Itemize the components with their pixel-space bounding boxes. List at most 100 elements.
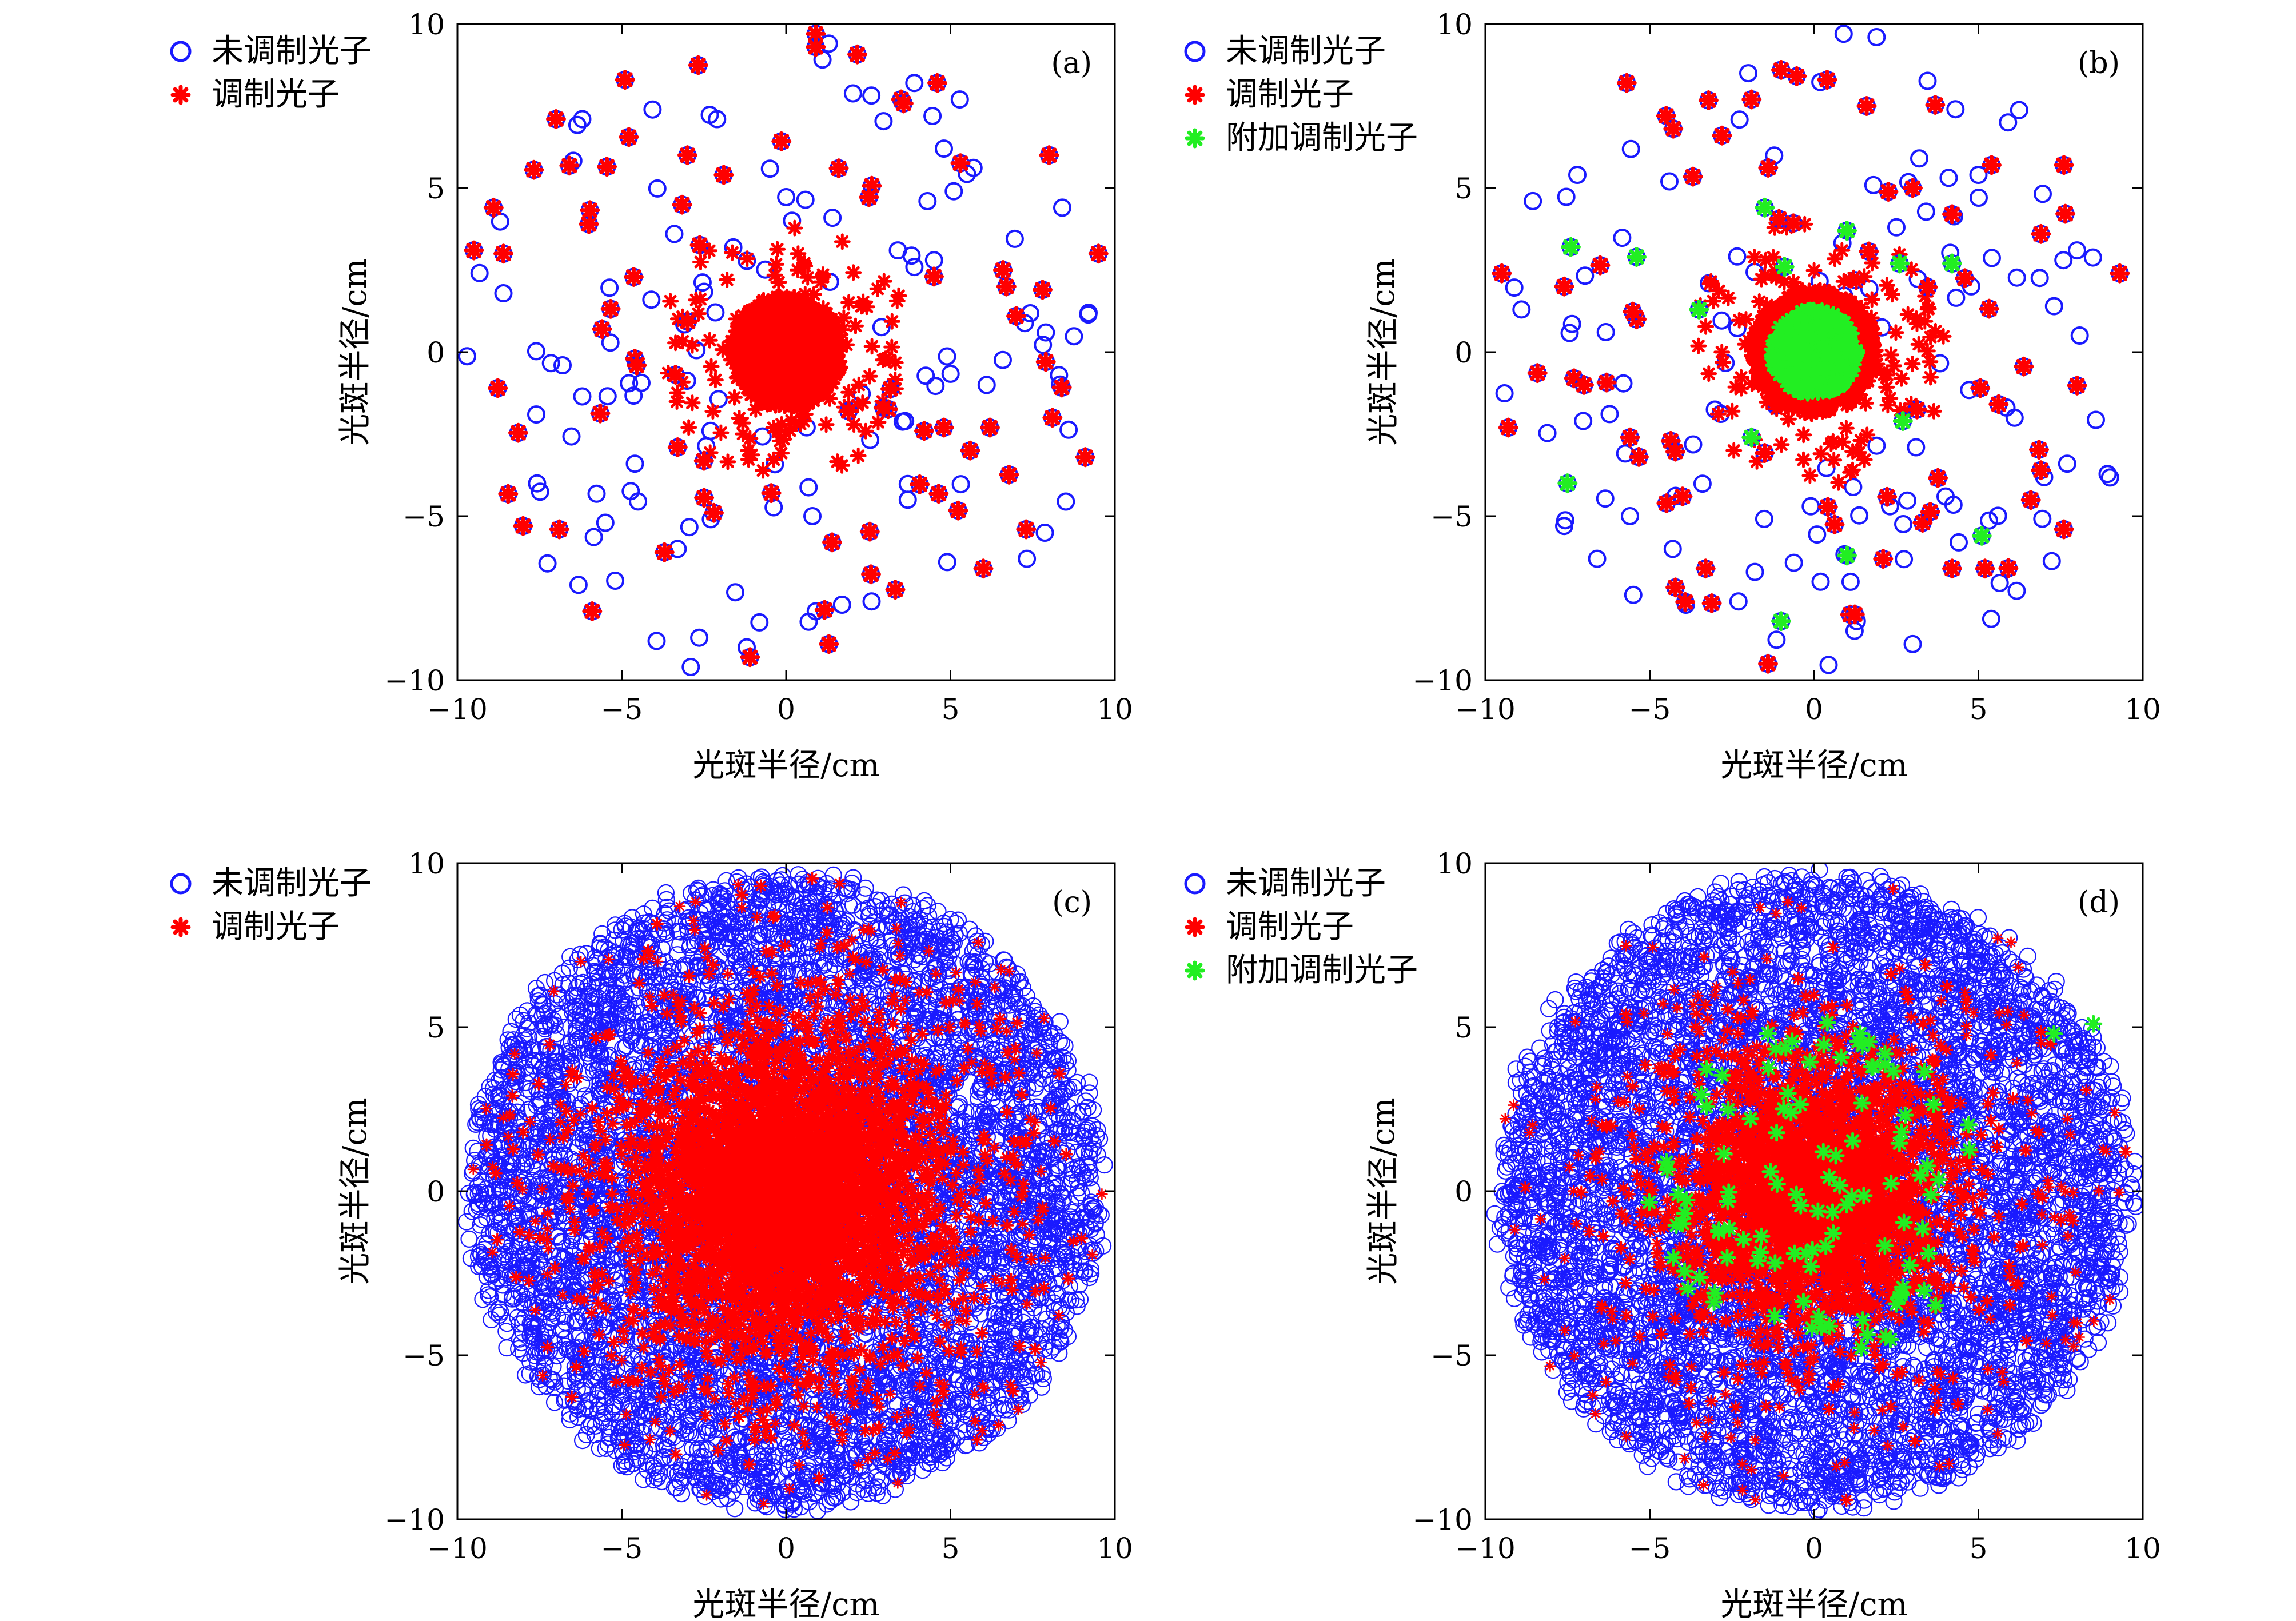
scatter-points [457, 866, 1113, 1519]
modulated-point [669, 384, 686, 401]
modulated-point [888, 292, 906, 309]
unmodulated-point [553, 356, 572, 374]
unmodulated-point [1660, 172, 1679, 191]
unmodulated-point [1918, 71, 1937, 90]
modulated-point [1665, 441, 1685, 462]
modulated-point [1824, 433, 1841, 450]
unmodulated-point [2058, 454, 2076, 473]
modulated-point [1926, 402, 1942, 420]
unmodulated-point [531, 482, 549, 501]
modulated-point [2110, 263, 2130, 284]
modulated-point [1857, 394, 1874, 412]
modulated-point [546, 109, 566, 129]
legend-label: 调制光子 [212, 76, 340, 113]
unmodulated-point [2054, 251, 2073, 270]
modulated-point [1928, 468, 1948, 488]
modulated-point [798, 324, 815, 342]
modulated-point [1042, 408, 1063, 428]
unmodulated-point [753, 427, 772, 446]
modulated-point [740, 369, 758, 386]
x-tick-label: 0 [777, 693, 795, 726]
modulated-point [818, 416, 835, 433]
modulated-point [579, 214, 599, 234]
y-tick-label: −5 [402, 500, 445, 533]
modulated-point [719, 272, 736, 288]
modulated-point [887, 354, 904, 371]
modulated-point [1827, 250, 1843, 267]
modulated-point [755, 292, 772, 309]
modulated-point [1859, 426, 1876, 444]
modulated-point [677, 145, 697, 166]
additional-point [1786, 334, 1804, 352]
modulated-point [840, 384, 858, 401]
modulated-point [728, 369, 746, 386]
unmodulated-point [1845, 621, 1864, 640]
modulated-point [738, 312, 756, 330]
modulated-point [2014, 356, 2034, 377]
modulated-point [1887, 324, 1904, 341]
modulated-point [1942, 204, 1962, 225]
modulated-point [483, 197, 504, 218]
modulated-point [701, 242, 718, 259]
unmodulated-point [2087, 410, 2105, 429]
unmodulated-point [1600, 405, 1619, 424]
modulated-point [996, 276, 1017, 297]
additional-point [1786, 373, 1803, 391]
modulated-point [672, 194, 692, 215]
unmodulated-point [764, 498, 783, 517]
modulated-point [1616, 73, 1637, 93]
modulated-point [914, 421, 934, 441]
modulated-point [762, 294, 779, 311]
modulated-point [524, 159, 544, 180]
modulated-point [847, 44, 867, 65]
modulated-point [735, 307, 752, 324]
unmodulated-point [799, 612, 818, 631]
modulated-point [1753, 345, 1771, 362]
unmodulated-point [1557, 187, 1576, 206]
modulated-point [592, 319, 612, 340]
unmodulated-point [1887, 218, 1906, 237]
modulated-point [1910, 336, 1927, 353]
modulated-point [1825, 452, 1843, 469]
modulated-point [765, 451, 782, 468]
modulated-point [859, 187, 879, 207]
modulated-point [1848, 273, 1865, 290]
modulated-point [1801, 467, 1819, 484]
modulated-point [760, 336, 778, 353]
additional-point [1840, 324, 1857, 341]
additional-point [1804, 328, 1821, 346]
modulated-point [707, 372, 724, 389]
legend-marker [170, 85, 191, 105]
additional-point [1627, 247, 1647, 267]
modulated-point [792, 409, 810, 426]
modulated-point [674, 333, 691, 350]
modulated-point [735, 425, 752, 442]
unmodulated-point [1613, 229, 1632, 247]
modulated-point [735, 331, 752, 349]
legend-label: 附加调制光子 [1226, 119, 1418, 157]
unmodulated-point [1895, 550, 1914, 569]
unmodulated-point [803, 507, 822, 525]
modulated-point [783, 325, 800, 342]
additional-point [1561, 237, 1581, 257]
modulated-point [762, 344, 780, 362]
modulated-point [1785, 274, 1802, 291]
unmodulated-point [916, 366, 935, 385]
unmodulated-point [1990, 574, 2009, 592]
modulated-point [582, 601, 603, 621]
modulated-point [1851, 386, 1868, 404]
modulated-point [1701, 275, 1719, 292]
modulated-point [513, 516, 533, 536]
unmodulated-point [573, 387, 592, 406]
unmodulated-point [657, 891, 675, 909]
unmodulated-point [1745, 562, 1764, 581]
unmodulated-point [1999, 113, 2018, 132]
modulated-point [559, 155, 580, 176]
modulated-point [840, 294, 858, 311]
modulated-point [1856, 369, 1874, 386]
unmodulated-point [756, 260, 775, 279]
modulated-point [1919, 342, 1936, 360]
unmodulated-point [1728, 247, 1747, 266]
additional-point [1971, 525, 1992, 546]
